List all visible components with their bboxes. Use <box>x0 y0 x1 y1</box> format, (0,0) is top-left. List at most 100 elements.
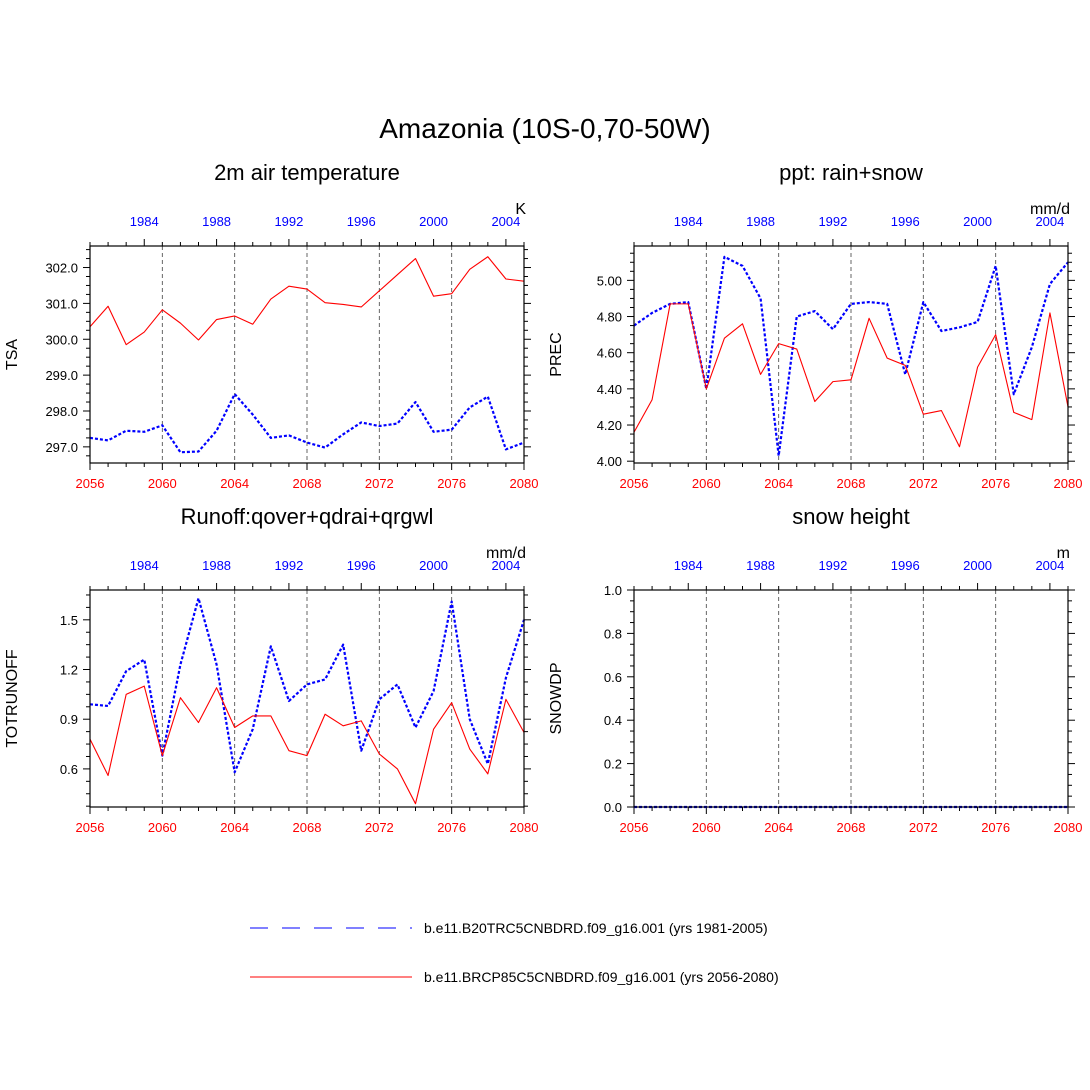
plot-frame <box>633 589 1069 808</box>
top-x-tick-label: 1984 <box>674 214 703 229</box>
x-tick-label: 2080 <box>510 476 539 491</box>
y-tick-label: 0.9 <box>60 712 78 727</box>
x-tick-label: 2056 <box>620 476 649 491</box>
y-tick-label: 4.20 <box>597 418 622 433</box>
top-x-tick-label: 2004 <box>1035 214 1064 229</box>
x-tick-label: 2056 <box>620 820 649 835</box>
top-x-tick-label: 1988 <box>202 558 231 573</box>
x-tick-label: 2076 <box>437 476 466 491</box>
top-x-tick-label: 2004 <box>1035 558 1064 573</box>
x-tick-label: 2064 <box>764 476 793 491</box>
y-tick-label: 301.0 <box>45 296 78 311</box>
top-x-tick-label: 1992 <box>274 558 303 573</box>
x-tick-label: 2064 <box>220 476 249 491</box>
x-tick-label: 2076 <box>981 476 1010 491</box>
y-tick-label: 0.6 <box>604 670 622 685</box>
plot-frame <box>89 245 525 464</box>
y-tick-label: 297.0 <box>45 440 78 455</box>
plot-frame <box>633 245 1069 464</box>
x-tick-label: 2072 <box>365 820 394 835</box>
y-axis-label: TOTRUNOFF <box>4 649 21 748</box>
x-tick-label: 2072 <box>365 476 394 491</box>
y-axis-label: TSA <box>4 339 21 370</box>
units-label: K <box>515 201 526 218</box>
y-tick-label: 4.40 <box>597 382 622 397</box>
y-tick-label: 300.0 <box>45 332 78 347</box>
x-tick-label: 2068 <box>837 476 866 491</box>
y-tick-label: 4.00 <box>597 454 622 469</box>
y-tick-label: 4.60 <box>597 346 622 361</box>
series-line-future <box>89 256 525 346</box>
plot-frame <box>89 589 525 808</box>
panel-2: ppt: rain+snow PREC mm/d 4.00 4.20 4.40 4.60 4.… <box>548 160 1082 491</box>
top-x-tick-label: 2000 <box>963 558 992 573</box>
top-x-tick-label: 1988 <box>202 214 231 229</box>
series-line-future <box>633 303 1069 448</box>
x-tick-label: 2064 <box>764 820 793 835</box>
y-tick-label: 1.2 <box>60 663 78 678</box>
top-x-tick-label: 1992 <box>818 214 847 229</box>
y-tick-label: 302.0 <box>45 261 78 276</box>
x-tick-label: 2080 <box>1054 476 1083 491</box>
x-tick-label: 2060 <box>148 820 177 835</box>
legend: b.e11.B20TRC5CNBDRD.f09_g16.001 (yrs 198… <box>250 920 779 985</box>
panel-title: ppt: rain+snow <box>779 160 923 185</box>
x-tick-label: 2072 <box>909 476 938 491</box>
top-x-tick-label: 2000 <box>963 214 992 229</box>
y-tick-label: 0.8 <box>604 626 622 641</box>
y-axis-label: PREC <box>548 332 565 376</box>
legend-label: b.e11.BRCP85C5CNBDRD.f09_g16.001 (yrs 20… <box>424 969 779 985</box>
y-tick-label: 298.0 <box>45 404 78 419</box>
panel-4: snow height SNOWDP m 0.0 0.2 0.4 0.6 0.8 1.0 2056… <box>548 504 1082 835</box>
top-x-tick-label: 1996 <box>891 214 920 229</box>
y-axis-label: SNOWDP <box>548 663 565 735</box>
x-tick-label: 2068 <box>837 820 866 835</box>
x-tick-label: 2056 <box>76 820 105 835</box>
units-label: mm/d <box>1030 201 1070 218</box>
panel-3: Runoff:qover+qdrai+qrgwl TOTRUNOFF mm/d 0.6… <box>4 504 538 835</box>
x-tick-label: 2076 <box>437 820 466 835</box>
top-x-tick-label: 1996 <box>891 558 920 573</box>
y-tick-label: 0.0 <box>604 800 622 815</box>
y-tick-label: 1.0 <box>604 583 622 598</box>
units-label: m <box>1057 545 1070 562</box>
panel-1: 2m air temperature TSA K 297.0 298.0 299.0 300… <box>4 160 538 491</box>
y-tick-label: 4.80 <box>597 310 622 325</box>
panel-title: Runoff:qover+qdrai+qrgwl <box>181 504 434 529</box>
main-title: Amazonia (10S-0,70-50W) <box>379 113 710 144</box>
x-tick-label: 2068 <box>293 820 322 835</box>
y-tick-label: 299.0 <box>45 368 78 383</box>
panel-title: snow height <box>792 504 909 529</box>
top-x-tick-label: 1996 <box>347 558 376 573</box>
y-tick-label: 0.4 <box>604 713 622 728</box>
top-x-tick-label: 1992 <box>818 558 847 573</box>
top-x-tick-label: 2004 <box>491 214 520 229</box>
units-label: mm/d <box>486 545 526 562</box>
top-x-tick-label: 1984 <box>130 214 159 229</box>
top-x-tick-label: 1984 <box>674 558 703 573</box>
y-tick-label: 5.00 <box>597 273 622 288</box>
series-line-future <box>89 685 525 805</box>
panel-title: 2m air temperature <box>214 160 400 185</box>
y-tick-label: 0.6 <box>60 762 78 777</box>
legend-item: b.e11.BRCP85C5CNBDRD.f09_g16.001 (yrs 20… <box>250 969 779 985</box>
top-x-tick-label: 1988 <box>746 558 775 573</box>
top-x-tick-label: 1996 <box>347 214 376 229</box>
x-tick-label: 2056 <box>76 476 105 491</box>
x-tick-label: 2076 <box>981 820 1010 835</box>
x-tick-label: 2072 <box>909 820 938 835</box>
x-tick-label: 2068 <box>293 476 322 491</box>
top-x-tick-label: 1988 <box>746 214 775 229</box>
x-tick-label: 2064 <box>220 820 249 835</box>
top-x-tick-label: 2004 <box>491 558 520 573</box>
x-tick-label: 2080 <box>1054 820 1083 835</box>
legend-label: b.e11.B20TRC5CNBDRD.f09_g16.001 (yrs 198… <box>424 920 768 936</box>
top-x-tick-label: 2000 <box>419 214 448 229</box>
x-tick-label: 2060 <box>148 476 177 491</box>
y-tick-label: 1.5 <box>60 613 78 628</box>
top-x-tick-label: 2000 <box>419 558 448 573</box>
x-tick-label: 2060 <box>692 820 721 835</box>
panels: 2m air temperature TSA K 297.0 298.0 299.0 300… <box>4 160 1082 835</box>
x-tick-label: 2060 <box>692 476 721 491</box>
legend-item: b.e11.B20TRC5CNBDRD.f09_g16.001 (yrs 198… <box>250 920 768 936</box>
